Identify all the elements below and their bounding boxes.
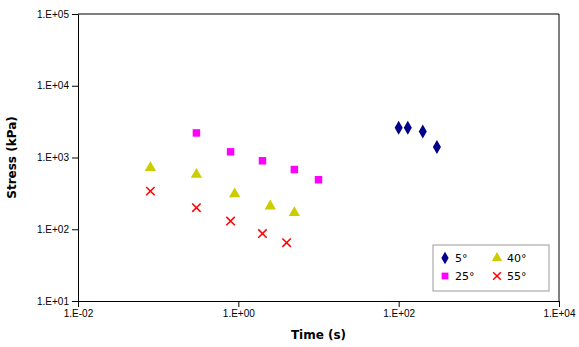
x-tick: 1.E+04	[544, 301, 576, 319]
x-tick-label: 1.E+04	[544, 308, 576, 319]
y-tick-label: 1.E+05	[37, 9, 69, 20]
y-tick: 1.E+01	[37, 296, 78, 307]
point	[193, 129, 200, 136]
points	[145, 121, 441, 247]
y-tick-label: 1.E+02	[37, 224, 69, 235]
y-tick: 1.E+05	[37, 9, 78, 20]
y-tick-mark	[72, 301, 78, 302]
frame	[559, 14, 560, 301]
y-tick-label: 1.E+01	[37, 296, 69, 307]
point	[291, 166, 298, 173]
point	[192, 203, 200, 211]
x-tick-mark	[238, 301, 239, 307]
y-tick-mark	[72, 229, 78, 230]
series	[395, 121, 441, 154]
legend-box	[433, 245, 549, 291]
y-tick-label: 1.E+04	[37, 80, 69, 91]
point	[419, 125, 427, 139]
chart: 1.E-021.E+001.E+021.E+041.E+011.E+021.E+…	[0, 0, 579, 347]
series	[146, 187, 291, 247]
legend-marker	[493, 272, 501, 280]
legend: 5° 25° 40° 55°	[433, 245, 549, 291]
legend-item: 40°	[492, 252, 527, 265]
legend-item: 55°	[493, 270, 526, 283]
x-tick-mark	[399, 301, 400, 307]
frame	[78, 14, 559, 15]
point	[289, 206, 300, 216]
x-tick-mark	[559, 301, 560, 307]
point	[395, 121, 403, 135]
point	[433, 140, 441, 154]
y-tick: 1.E+04	[37, 80, 78, 91]
legend-item: 5°	[441, 252, 467, 265]
y-tick: 1.E+03	[37, 152, 78, 163]
series	[193, 129, 323, 183]
legend-label: 5°	[455, 252, 468, 265]
y-tick-mark	[72, 86, 78, 87]
legend-marker	[442, 273, 449, 280]
x-tick-label: 1.E+02	[383, 308, 415, 319]
legend-label: 40°	[507, 252, 527, 265]
plot: 1.E-021.E+001.E+021.E+041.E+011.E+021.E+…	[37, 9, 576, 319]
y-tick-label: 1.E+03	[37, 152, 69, 163]
legend-marker	[492, 252, 502, 261]
legend-label: 25°	[455, 270, 475, 283]
legend-marker	[441, 252, 448, 265]
x-tick: 1.E+02	[383, 301, 415, 319]
x-tick-label: 1.E-02	[64, 308, 94, 319]
point	[315, 176, 322, 183]
y-tick: 1.E+02	[37, 224, 78, 235]
y-axis-line	[72, 15, 79, 302]
series	[145, 161, 300, 216]
legend-item: 25°	[442, 270, 475, 283]
x-axis: 1.E-02 1.E+00 1.E+02 1.E+04	[64, 301, 576, 319]
point	[265, 200, 276, 210]
point	[226, 217, 234, 225]
point	[229, 187, 240, 197]
y-tick-mark	[72, 14, 78, 15]
point	[282, 238, 290, 246]
point	[146, 187, 154, 195]
point	[259, 157, 266, 164]
x-axis-title: Time (s)	[291, 328, 346, 342]
point	[227, 148, 234, 155]
point	[145, 161, 156, 171]
y-axis-title: Stress (kPa)	[5, 116, 19, 198]
point	[404, 121, 412, 135]
x-tick-label: 1.E+00	[223, 308, 255, 319]
y-tick-mark	[72, 158, 78, 159]
y-axis: 1.E+01 1.E+02 1.E+03 1.E+04 1.E+05	[37, 9, 78, 307]
legend-label: 55°	[507, 270, 527, 283]
x-tick: 1.E+00	[223, 301, 255, 319]
point	[191, 168, 202, 178]
point	[258, 229, 266, 237]
x-axis-line	[79, 302, 560, 308]
